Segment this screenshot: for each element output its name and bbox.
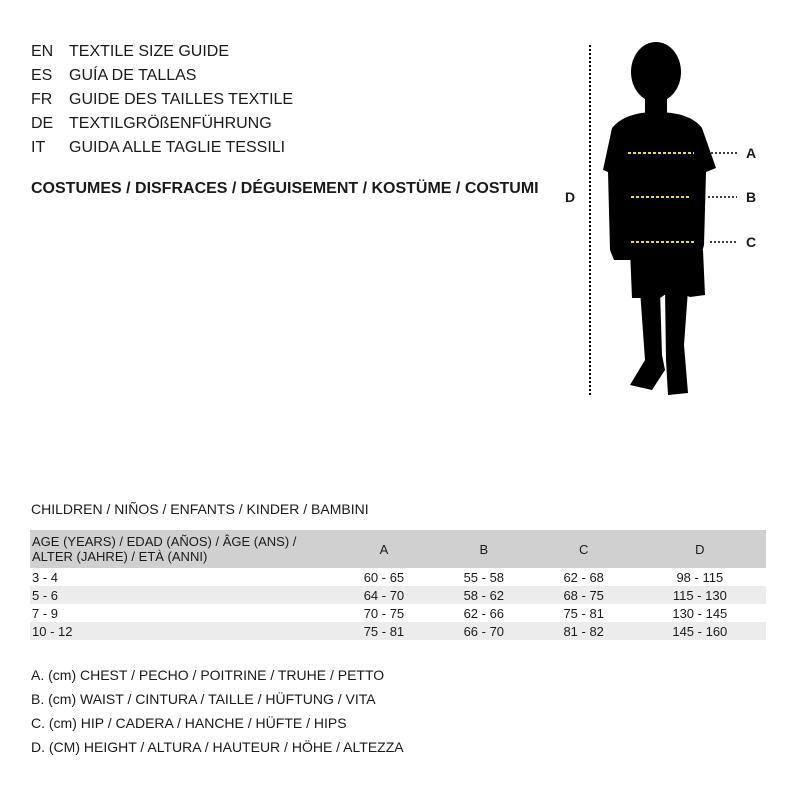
cell: 115 - 130 (633, 586, 766, 604)
cell: 62 - 68 (563, 569, 604, 585)
page-title: COSTUMES / DISFRACES / DÉGUISEMENT / KOS… (31, 180, 539, 197)
lang-code: FR (31, 91, 53, 108)
cell: 68 - 75 (533, 586, 634, 604)
legend-waist: B. (cm) WAIST / CINTURA / TAILLE / HÜFTU… (31, 691, 376, 707)
label-b: B (746, 189, 757, 205)
legend-chest: A. (cm) CHEST / PECHO / POITRINE / TRUHE… (31, 667, 385, 683)
label-c: C (746, 234, 757, 250)
measure-markers (628, 152, 694, 243)
cell: 145 - 160 (633, 622, 766, 640)
size-table: AGE (YEARS) / EDAD (AÑOS) / ÂGE (ANS) / … (30, 530, 766, 640)
cell: 130 - 145 (672, 605, 728, 621)
cell: 64 - 70 (334, 586, 434, 604)
lang-code: EN (31, 43, 54, 60)
cell: 60 - 65 (363, 569, 405, 585)
lang-de: DE TEXTILGRÖßENFÜHRUNG (31, 112, 272, 136)
legend-height: D. (CM) HEIGHT / ALTURA / HAUTEUR / HÖHE… (31, 739, 404, 755)
cell: 3 - 4 (32, 569, 59, 585)
cell: 7 - 9 (32, 605, 59, 621)
lang-text: GUIDE DES TAILLES TEXTILE (69, 91, 294, 108)
lang-text: GUIDA ALLE TAGLIE TESSILI (69, 139, 286, 156)
child-silhouette (603, 42, 716, 395)
table-row: 10 - 12 75 - 81 66 - 70 81 - 82 145 - 160 (30, 622, 766, 640)
lang-en: EN TEXTILE SIZE GUIDE (31, 40, 229, 64)
table-header: AGE (YEARS) / EDAD (AÑOS) / ÂGE (ANS) / … (30, 530, 766, 568)
lang-code: DE (31, 115, 54, 132)
lang-text: TEXTILGRÖßENFÜHRUNG (69, 115, 272, 132)
lang-text: GUÍA DE TALLAS (69, 67, 197, 84)
lang-it: IT GUIDA ALLE TAGLIE TESSILI (31, 136, 285, 160)
table-row: 3 - 4 60 - 65 55 - 58 62 - 68 98 - 115 (30, 568, 766, 586)
child-silhouette-figure (589, 42, 737, 395)
cell: 75 - 81 (563, 605, 604, 621)
label-d: D (565, 189, 576, 205)
header-c: C (533, 530, 634, 568)
lang-code: IT (31, 139, 46, 156)
lang-fr: FR GUIDE DES TAILLES TEXTILE (31, 88, 293, 112)
header-d: D (633, 530, 766, 568)
table-row: 7 - 9 70 - 75 62 - 66 75 - 81 130 - 145 (30, 604, 766, 622)
cell: 66 - 70 (433, 622, 534, 640)
header-b: B (433, 530, 534, 568)
lang-code: ES (31, 67, 53, 84)
cell: 81 - 82 (533, 622, 634, 640)
cell: 70 - 75 (363, 605, 405, 621)
cell: 58 - 62 (433, 586, 534, 604)
legend-hip: C. (cm) HIP / CADERA / HANCHE / HÜFTE / … (31, 715, 347, 731)
header-age: AGE (YEARS) / EDAD (AÑOS) / ÂGE (ANS) / … (30, 530, 334, 568)
header-a: A (334, 530, 434, 568)
cell: 98 - 115 (676, 569, 724, 585)
cell: 55 - 58 (463, 569, 505, 585)
lang-text: TEXTILE SIZE GUIDE (69, 43, 230, 60)
table-row: 5 - 6 64 - 70 58 - 62 68 - 75 115 - 130 (30, 586, 766, 604)
lang-es: ES GUÍA DE TALLAS (31, 64, 196, 88)
cell: 10 - 12 (30, 622, 334, 640)
children-heading: CHILDREN / NIÑOS / ENFANTS / KINDER / BA… (31, 501, 369, 517)
label-a: A (746, 145, 757, 161)
cell: 75 - 81 (334, 622, 434, 640)
cell: 5 - 6 (30, 586, 334, 604)
cell: 62 - 66 (463, 605, 505, 621)
